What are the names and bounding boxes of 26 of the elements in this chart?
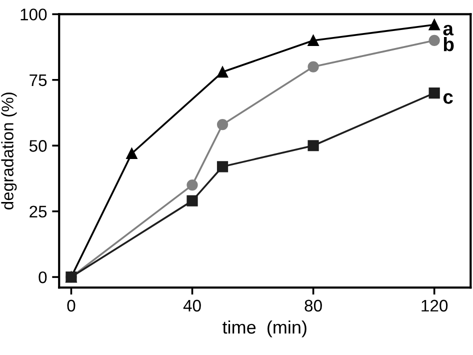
point [308, 61, 319, 72]
point [428, 87, 440, 99]
x-tick-label: 80 [304, 300, 322, 312]
point [216, 119, 228, 130]
y-tick-label: 50 [29, 140, 47, 152]
x-axis-title: time (min) [222, 320, 306, 338]
point [216, 66, 228, 78]
y-axis-title: degradation (%) [1, 92, 17, 210]
point [308, 140, 319, 152]
series-label: c [443, 93, 453, 104]
point [428, 34, 440, 46]
series-label: a [443, 24, 454, 36]
x-tick-label: 120 [422, 300, 448, 312]
point [186, 195, 198, 206]
point [186, 179, 198, 191]
series-label: b [444, 36, 454, 52]
y-tick-label: 0 [38, 271, 47, 284]
y-tick-label: 25 [30, 206, 47, 218]
y-tick-label: 100 [20, 8, 47, 20]
y-tick-label: 75 [30, 74, 47, 86]
point [308, 34, 319, 46]
x-tick-label: 0 [67, 300, 76, 312]
point [216, 161, 228, 172]
point [428, 19, 440, 30]
x-tick-label: 40 [183, 300, 201, 312]
point [126, 148, 138, 160]
